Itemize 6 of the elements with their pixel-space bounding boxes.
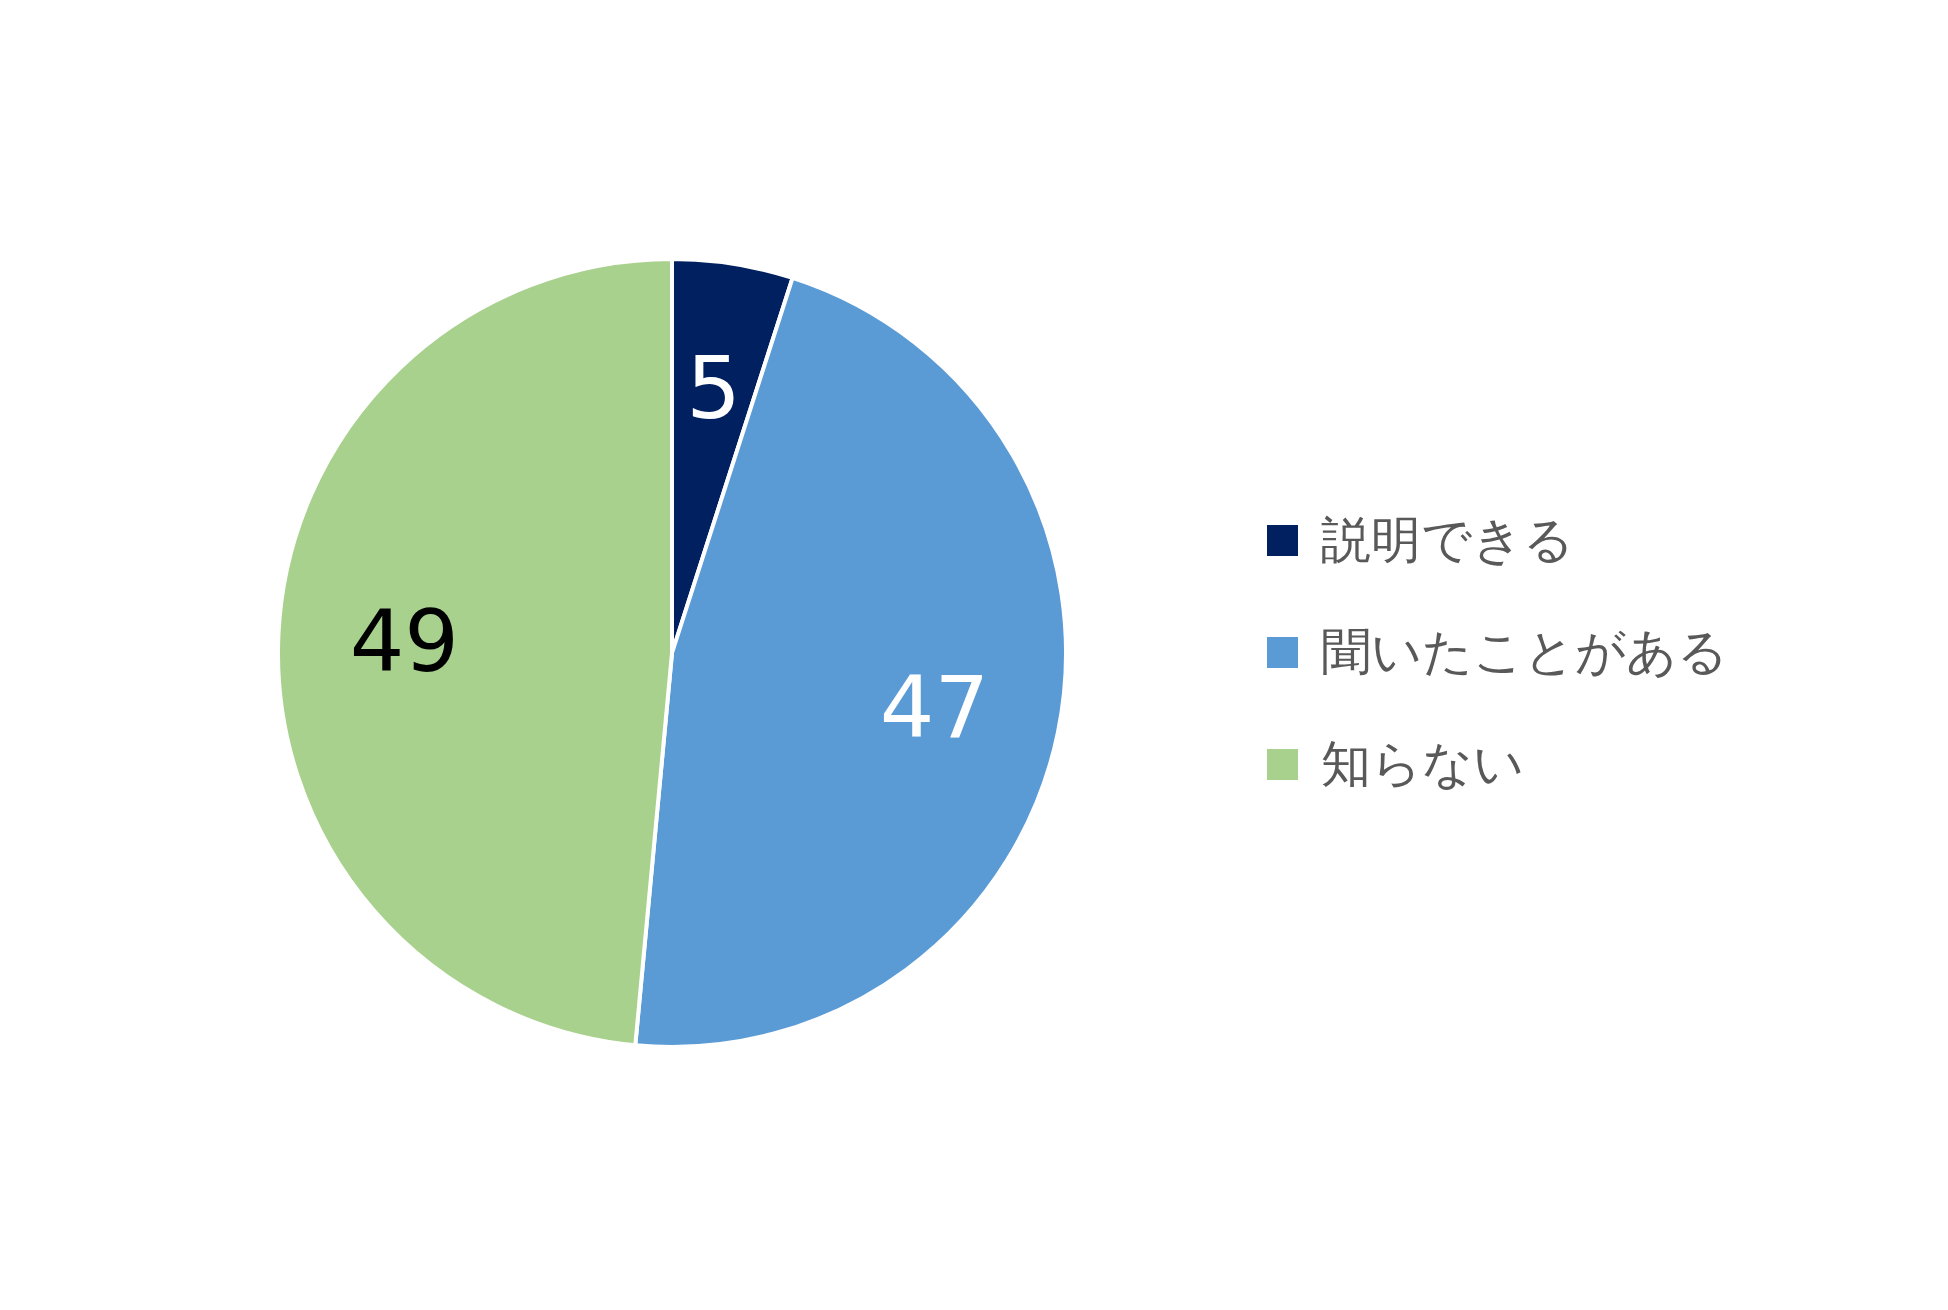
legend-label: 聞いたことがある <box>1321 623 1728 681</box>
data-label: 5 <box>686 338 741 439</box>
data-label: 49 <box>349 590 460 691</box>
legend-label: 知らない <box>1321 735 1524 793</box>
data-label: 47 <box>879 656 990 757</box>
legend-label: 説明できる <box>1321 511 1574 569</box>
